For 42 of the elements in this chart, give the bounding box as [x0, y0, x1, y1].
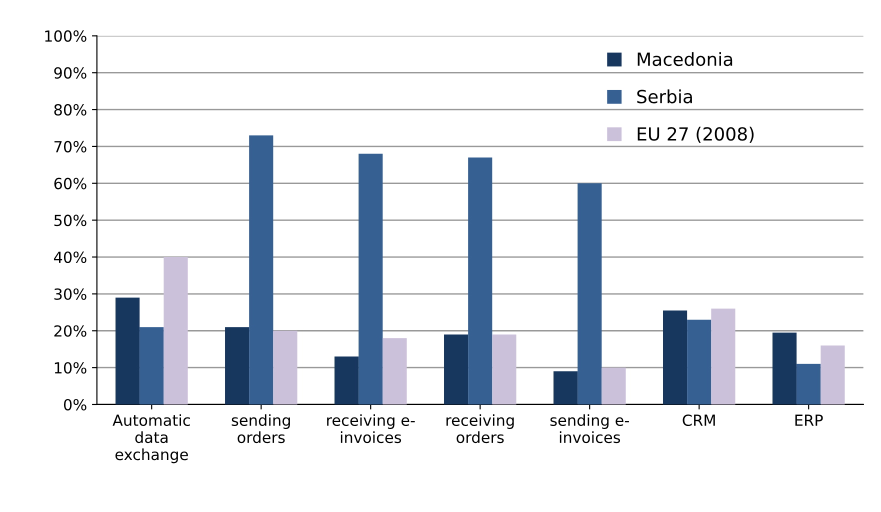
bar	[249, 135, 274, 404]
y-tick-label: 10%	[54, 362, 86, 374]
x-tick-label: receiving e- invoices	[327, 414, 415, 444]
x-tick-label: sending orders	[232, 414, 290, 444]
y-tick-label: 100%	[45, 30, 86, 42]
legend-label: EU 27 (2008)	[638, 126, 754, 143]
y-tick-label: 30%	[54, 288, 86, 300]
bar	[116, 298, 140, 404]
legend-label: Serbia	[637, 89, 692, 104]
bar	[772, 332, 797, 404]
bar	[444, 334, 468, 404]
bar	[796, 364, 821, 404]
bar	[382, 338, 407, 404]
y-tick-label: 90%	[54, 67, 86, 79]
y-tick-label: 60%	[54, 178, 86, 190]
x-tick-label: sending e- invoices	[550, 414, 629, 444]
bar	[554, 371, 578, 404]
y-tick-label: 70%	[54, 140, 86, 152]
legend-label: Macedonia	[638, 52, 732, 66]
bar	[334, 356, 359, 404]
y-tick-label: 20%	[54, 325, 86, 337]
x-tick-label: receiving orders	[446, 414, 514, 444]
y-tick-label: 50%	[54, 214, 86, 226]
bar	[578, 183, 602, 404]
bar	[273, 330, 298, 404]
y-tick-label: 0%	[64, 398, 86, 410]
bar	[468, 157, 492, 404]
bar	[164, 257, 188, 404]
bar	[358, 154, 383, 404]
bar	[663, 310, 688, 404]
bar	[711, 308, 736, 404]
x-tick-label: Automatic data exchange	[112, 414, 190, 464]
bar	[140, 327, 164, 404]
bar	[820, 346, 845, 404]
y-tick-label: 40%	[54, 251, 86, 264]
bar	[687, 320, 712, 404]
bar	[602, 368, 626, 404]
bar	[225, 327, 250, 404]
x-tick-label: CRM	[682, 414, 715, 426]
x-tick-label: ERP	[795, 414, 823, 426]
bar	[492, 334, 516, 404]
y-tick-label: 80%	[54, 104, 86, 116]
